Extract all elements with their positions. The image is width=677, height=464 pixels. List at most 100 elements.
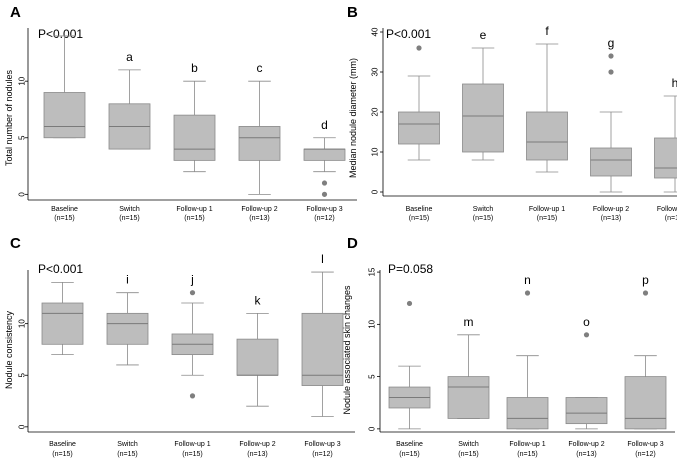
- x-category-label: Follow-up 2: [241, 206, 277, 213]
- x-count-label: (n=15): [182, 451, 202, 458]
- x-category-label: Follow-up 3: [304, 441, 340, 448]
- x-category-label: Follow-up 1: [176, 206, 212, 213]
- box-iqr: [301, 312, 344, 386]
- x-category-label: Baseline: [406, 206, 433, 213]
- x-category-label: Follow-up 1: [509, 441, 545, 448]
- x-category-label: Follow-up 1: [174, 441, 210, 448]
- x-category-label: Follow-up 2: [593, 206, 629, 213]
- outlier-point: [416, 45, 422, 51]
- significance-letter: n: [524, 273, 531, 287]
- x-count-label: (n=12): [635, 451, 655, 458]
- significance-letter: c: [257, 61, 263, 75]
- x-count-label: (n=12): [665, 215, 677, 222]
- outlier-point: [321, 180, 328, 186]
- outlier-point: [524, 290, 531, 296]
- x-count-label: (n=12): [312, 451, 332, 458]
- significance-letter: h: [672, 76, 677, 90]
- x-count-label: (n=15): [399, 451, 419, 458]
- box-iqr: [398, 111, 440, 145]
- y-tick-label: 0: [18, 192, 27, 197]
- x-count-label: (n=15): [117, 451, 137, 458]
- y-tick-label: 10: [18, 76, 27, 85]
- p-value-c: P<0.001: [38, 262, 83, 276]
- box-iqr: [238, 126, 281, 161]
- x-category-label: Switch: [119, 206, 140, 213]
- x-count-label: (n=15): [54, 215, 74, 222]
- x-category-label: Baseline: [396, 441, 423, 448]
- x-category-label: Follow-up 3: [306, 206, 342, 213]
- box-iqr: [43, 92, 86, 139]
- p-value-b: P<0.001: [386, 27, 431, 41]
- box-iqr: [526, 111, 568, 161]
- panel-d: D P=0.058 Nodule associated skin changes…: [342, 235, 675, 458]
- x-count-label: (n=15): [184, 215, 204, 222]
- y-tick-label: 10: [371, 147, 380, 156]
- panel-letter-d: D: [347, 235, 358, 252]
- y-axis-label-d: Nodule associated skin changes: [342, 285, 352, 415]
- x-category-label: Follow-up 1: [529, 206, 565, 213]
- y-tick-label: 10: [368, 319, 377, 328]
- significance-letter: o: [583, 315, 590, 329]
- x-category-label: Baseline: [51, 206, 78, 213]
- y-tick-label: 0: [371, 189, 380, 194]
- x-count-label: (n=13): [576, 451, 596, 458]
- panel-c: C P<0.001 Nodule consistency 0 5 10 Baselin…: [4, 235, 355, 458]
- x-count-label: (n=13): [247, 451, 267, 458]
- panel-b: B P<0.001 Median nodule diameter (mm) 0 1…: [347, 4, 677, 222]
- significance-letter: l: [321, 252, 324, 266]
- panel-letter-b: B: [347, 4, 358, 21]
- box-iqr: [624, 376, 667, 430]
- y-tick-label: 20: [371, 107, 380, 116]
- y-tick-label: 10: [18, 319, 27, 328]
- box-iqr: [236, 338, 279, 376]
- outlier-point: [608, 69, 614, 75]
- x-category-label: Follow-up 3: [657, 206, 677, 213]
- y-tick-label: 5: [368, 374, 377, 379]
- x-count-label: (n=15): [409, 215, 429, 222]
- x-count-label: (n=12): [314, 215, 334, 222]
- significance-letter: e: [480, 28, 487, 42]
- y-axis-label-a: Total number of nodules: [4, 69, 14, 166]
- significance-letter: i: [126, 273, 129, 287]
- box-iqr: [106, 312, 149, 345]
- box-iqr: [565, 397, 608, 425]
- outlier-point: [608, 53, 614, 59]
- box-iqr: [654, 137, 677, 179]
- outlier-point: [189, 393, 196, 399]
- x-count-label: (n=13): [601, 215, 621, 222]
- y-tick-label: 15: [368, 267, 377, 276]
- box-iqr: [41, 302, 84, 345]
- x-category-label: Baseline: [49, 441, 76, 448]
- y-tick-label: 0: [368, 426, 377, 431]
- y-tick-label: 30: [371, 67, 380, 76]
- x-category-label: Follow-up 3: [627, 441, 663, 448]
- significance-letter: d: [321, 118, 328, 132]
- outlier-point: [406, 300, 413, 307]
- significance-letter: p: [642, 273, 649, 287]
- box-iqr: [447, 376, 490, 419]
- y-tick-label: 40: [371, 27, 380, 36]
- p-value-a: P<0.001: [38, 27, 83, 41]
- box-iqr: [462, 83, 504, 153]
- y-tick-label: 5: [18, 372, 27, 377]
- panel-a: A P<0.001 Total number of nodules 0 5 10 Ba…: [4, 4, 357, 222]
- box-iqr: [303, 148, 346, 161]
- x-count-label: (n=15): [119, 215, 139, 222]
- x-category-label: Follow-up 2: [239, 441, 275, 448]
- significance-letter: a: [126, 50, 133, 64]
- x-count-label: (n=15): [473, 215, 493, 222]
- x-count-label: (n=15): [458, 451, 478, 458]
- significance-letter: m: [464, 315, 474, 329]
- x-count-label: (n=15): [517, 451, 537, 458]
- outlier-point: [583, 332, 590, 338]
- x-count-label: (n=15): [537, 215, 557, 222]
- p-value-d: P=0.058: [388, 262, 433, 276]
- panel-letter-a: A: [10, 4, 21, 21]
- x-category-label: Follow-up 2: [568, 441, 604, 448]
- y-tick-label: 5: [18, 135, 27, 140]
- x-category-label: Switch: [117, 441, 138, 448]
- box-iqr: [506, 397, 549, 430]
- x-category-label: Switch: [458, 441, 479, 448]
- panel-letter-c: C: [10, 235, 21, 252]
- x-count-label: (n=15): [52, 451, 72, 458]
